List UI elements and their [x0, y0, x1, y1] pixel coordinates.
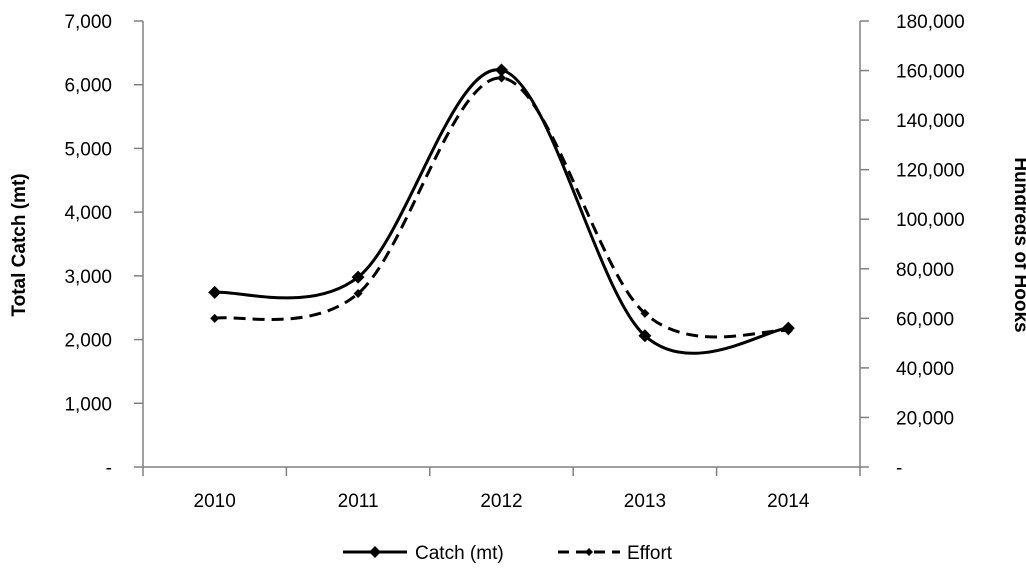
right-tick-label: 120,000 [896, 161, 965, 182]
left-tick-label: 6,000 [64, 76, 112, 97]
left-tick-label: 5,000 [64, 139, 112, 160]
x-tick-label: 2010 [194, 491, 236, 512]
left-tick-label: 1,000 [64, 394, 112, 415]
catch-data-point [638, 329, 652, 343]
right-tick-label: 80,000 [896, 260, 954, 281]
left-tick-label: 2,000 [64, 331, 112, 352]
right-tick-label: 140,000 [896, 111, 965, 132]
left-tick-label: 3,000 [64, 267, 112, 288]
left-tick-label: 7,000 [64, 12, 112, 33]
effort-data-point [353, 289, 363, 299]
catch-series-line [214, 68, 789, 355]
effort-data-point [497, 73, 506, 83]
legend-catch-marker [369, 546, 381, 558]
catch-data-point [208, 285, 222, 299]
catch-data-point [495, 63, 508, 77]
left-tick-label: 4,000 [64, 203, 112, 224]
legend: Catch (mt) Effort [343, 543, 673, 564]
legend-item-effort: Effort [558, 543, 673, 564]
right-y-axis-title: Hundreds of Hooks [1010, 157, 1026, 332]
right-tick-label: - [896, 458, 902, 479]
series-layer [208, 63, 795, 355]
left-tick-label: - [106, 458, 112, 479]
right-tick-label: 180,000 [896, 12, 965, 33]
x-axis-ticks: 2010 2011 2012 2013 2014 [142, 467, 861, 512]
legend-effort-marker [585, 548, 593, 556]
right-tick-label: 20,000 [896, 408, 954, 429]
effort-data-point [640, 308, 650, 318]
axes [142, 21, 861, 468]
legend-effort-label: Effort [627, 543, 673, 564]
effort-data-point [783, 326, 793, 336]
x-tick-label: 2013 [624, 491, 666, 512]
effort-series-line [214, 76, 789, 339]
catch-data-point [351, 270, 365, 284]
right-y-axis-ticks: - 20,000 40,000 60,000 80,000 100,000 120,000 1… [860, 12, 965, 479]
legend-catch-label: Catch (mt) [415, 543, 504, 564]
right-tick-label: 60,000 [896, 309, 954, 330]
effort-data-point [210, 313, 220, 323]
right-tick-label: 100,000 [896, 210, 965, 231]
legend-item-catch: Catch (mt) [343, 543, 504, 564]
right-tick-label: 160,000 [896, 62, 965, 83]
x-tick-label: 2012 [480, 491, 522, 512]
x-tick-label: 2011 [338, 491, 379, 512]
left-y-axis-title: Total Catch (mt) [9, 173, 30, 316]
right-tick-label: 40,000 [896, 359, 954, 380]
left-y-axis-ticks: - 1,000 2,000 3,000 4,000 5,000 6,000 7,000 [64, 12, 143, 479]
x-tick-label: 2014 [767, 491, 810, 512]
